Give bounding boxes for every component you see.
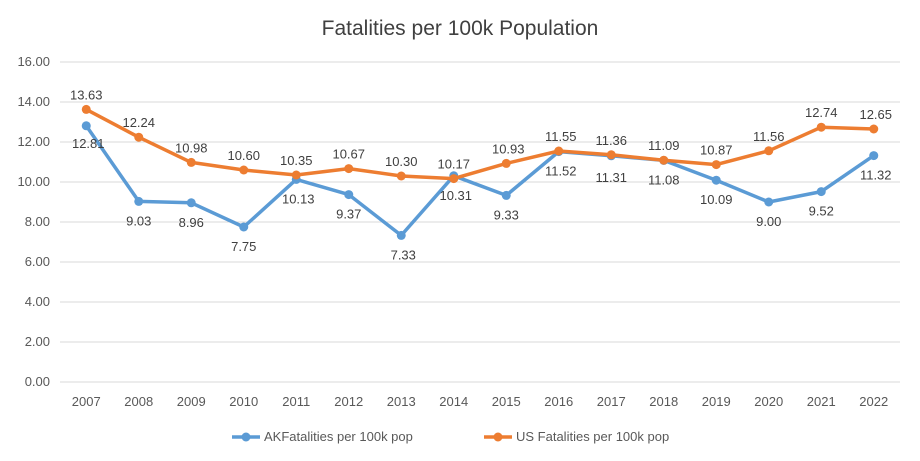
x-tick-label: 2008 (124, 394, 153, 409)
axes: 0.00 2.00 4.00 6.00 8.00 10.00 12.00 14.00 16.00… (17, 54, 888, 409)
data-label: 9.52 (809, 204, 834, 219)
data-label: 11.32 (860, 168, 892, 183)
data-label: 7.75 (231, 239, 256, 254)
y-tick-label: 2.00 (25, 334, 50, 349)
data-point (606, 150, 616, 160)
data-label: 12.65 (859, 107, 892, 122)
data-point (764, 197, 774, 207)
x-tick-label: 2014 (439, 394, 468, 409)
data-label: 9.00 (756, 214, 781, 229)
data-label: 12.81 (72, 136, 105, 151)
legend-swatch-marker (241, 432, 251, 442)
legend: AKFatalities per 100k pop US Fatalities p… (232, 429, 669, 444)
data-point (134, 196, 144, 206)
data-point (186, 157, 196, 167)
data-point (711, 175, 721, 185)
data-label: 13.63 (70, 87, 103, 102)
data-point (869, 151, 879, 161)
x-tick-label: 2009 (177, 394, 206, 409)
data-point (501, 158, 511, 168)
data-label: 11.52 (545, 164, 577, 179)
x-tick-label: 2022 (859, 394, 888, 409)
data-point (659, 155, 669, 165)
data-point (501, 190, 511, 200)
data-label: 9.37 (336, 207, 361, 222)
x-tick-label: 2019 (702, 394, 731, 409)
data-label: 7.33 (391, 247, 416, 262)
data-label: 9.33 (494, 207, 519, 222)
series-group (81, 104, 879, 240)
y-tick-label: 12.00 (17, 134, 50, 149)
data-labels: 12.81 9.03 8.96 7.75 10.13 9.37 7.33 10.31 9.33 1… (70, 87, 892, 262)
x-tick-label: 2015 (492, 394, 521, 409)
data-label: 11.36 (595, 133, 627, 148)
data-label: 12.74 (805, 105, 838, 120)
legend-label: US Fatalities per 100k pop (516, 429, 669, 444)
x-tick-label: 2016 (544, 394, 573, 409)
data-label: 10.13 (282, 191, 315, 206)
data-label: 10.93 (492, 141, 525, 156)
legend-label: AKFatalities per 100k pop (264, 429, 413, 444)
x-tick-label: 2018 (649, 394, 678, 409)
data-point (764, 146, 774, 156)
data-point (239, 165, 249, 175)
y-tick-label: 16.00 (17, 54, 50, 69)
data-point (134, 132, 144, 142)
data-label: 10.30 (385, 154, 418, 169)
x-tick-label: 2013 (387, 394, 416, 409)
data-point (344, 164, 354, 174)
x-tick-label: 2010 (229, 394, 258, 409)
data-label: 11.08 (648, 172, 680, 187)
data-label: 10.98 (175, 140, 208, 155)
data-point (186, 198, 196, 208)
data-point (869, 124, 879, 134)
data-point (554, 146, 564, 156)
data-point (81, 121, 91, 131)
x-tick-label: 2012 (334, 394, 363, 409)
data-point (816, 122, 826, 132)
data-label: 10.17 (437, 157, 470, 172)
data-point (396, 230, 406, 240)
data-point (449, 174, 459, 184)
chart-title: Fatalities per 100k Population (322, 17, 599, 40)
data-label: 10.60 (227, 148, 260, 163)
data-label: 10.09 (700, 192, 733, 207)
data-point (711, 160, 721, 170)
data-point (816, 187, 826, 197)
y-tick-label: 6.00 (25, 254, 50, 269)
data-label: 12.24 (122, 115, 155, 130)
x-tick-label: 2020 (754, 394, 783, 409)
gridlines (60, 61, 900, 383)
series-line (84, 107, 876, 181)
data-label: 10.87 (700, 143, 733, 158)
data-label: 11.55 (545, 129, 577, 144)
data-point (344, 190, 354, 200)
data-point (396, 171, 406, 181)
data-label: 9.03 (126, 213, 151, 228)
series-line (84, 124, 876, 238)
data-label: 10.67 (332, 147, 365, 162)
y-tick-label: 4.00 (25, 294, 50, 309)
y-tick-label: 0.00 (25, 374, 50, 389)
data-label: 10.35 (280, 153, 313, 168)
y-tick-label: 14.00 (17, 94, 50, 109)
data-label: 11.09 (648, 138, 680, 153)
data-label: 10.31 (439, 188, 472, 203)
data-point (81, 104, 91, 114)
data-label: 11.31 (595, 170, 627, 185)
x-tick-label: 2021 (807, 394, 836, 409)
x-tick-label: 2017 (597, 394, 626, 409)
x-tick-label: 2007 (72, 394, 101, 409)
y-tick-label: 8.00 (25, 214, 50, 229)
legend-swatch-marker (493, 432, 503, 442)
data-point (239, 222, 249, 232)
data-label: 8.96 (179, 215, 204, 230)
x-tick-label: 2011 (282, 394, 310, 409)
y-tick-label: 10.00 (17, 174, 50, 189)
data-label: 11.56 (753, 129, 785, 144)
data-point (291, 170, 301, 180)
